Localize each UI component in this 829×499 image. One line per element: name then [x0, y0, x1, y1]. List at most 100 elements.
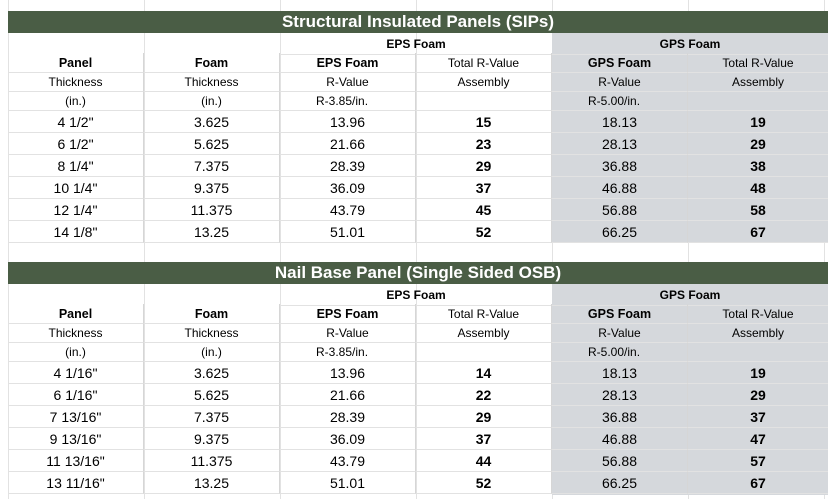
panel-thickness: 12 1/4" — [8, 199, 144, 221]
foam-thickness: 13.25 — [144, 221, 280, 243]
panel-thickness: 9 13/16" — [8, 428, 144, 450]
header-cell: Panel — [8, 53, 144, 73]
gps-total-r-value: 37 — [688, 406, 828, 428]
eps-r-value: 21.66 — [280, 384, 416, 406]
foam-thickness: 13.25 — [144, 472, 280, 494]
header-cell: Foam — [144, 53, 280, 73]
gps-total-r-value: 38 — [688, 155, 828, 177]
eps-r-value: 21.66 — [280, 133, 416, 155]
header-row-3: (in.) (in.) R-3.85/in. R-5.00/in. — [8, 343, 828, 362]
gps-r-value: 56.88 — [552, 199, 688, 221]
foam-thickness: 9.375 — [144, 428, 280, 450]
eps-total-r-value: 23 — [416, 133, 552, 155]
gps-total-r-value: 58 — [688, 199, 828, 221]
gps-total-r-value: 48 — [688, 177, 828, 199]
eps-total-r-value: 37 — [416, 428, 552, 450]
eps-total-r-value: 37 — [416, 177, 552, 199]
header-cell: EPS Foam — [280, 304, 416, 324]
header-row-2: Thickness Thickness R-Value Assembly R-V… — [8, 324, 828, 343]
header-cell — [688, 343, 828, 362]
gps-total-r-value: 19 — [688, 111, 828, 133]
eps-total-r-value: 44 — [416, 450, 552, 472]
eps-r-value: 51.01 — [280, 221, 416, 243]
panel-thickness: 4 1/2" — [8, 111, 144, 133]
gps-group-label: GPS Foam — [552, 284, 828, 306]
gps-total-r-value: 67 — [688, 221, 828, 243]
foam-thickness: 5.625 — [144, 133, 280, 155]
eps-r-value: 43.79 — [280, 450, 416, 472]
panel-thickness: 6 1/2" — [8, 133, 144, 155]
eps-total-r-value: 29 — [416, 155, 552, 177]
gps-total-r-value: 47 — [688, 428, 828, 450]
header-cell: (in.) — [144, 92, 280, 111]
eps-total-r-value: 52 — [416, 221, 552, 243]
panel-thickness: 11 13/16" — [8, 450, 144, 472]
header-cell: Thickness — [144, 73, 280, 92]
eps-total-r-value: 22 — [416, 384, 552, 406]
gps-r-value: 36.88 — [552, 406, 688, 428]
table-row: 12 1/4" 11.375 43.79 45 56.88 58 — [8, 199, 828, 221]
foam-thickness: 3.625 — [144, 111, 280, 133]
header-cell: Thickness — [144, 324, 280, 343]
gps-total-r-value: 19 — [688, 362, 828, 384]
gps-r-value: 28.13 — [552, 133, 688, 155]
header-cell: Assembly — [688, 73, 828, 92]
header-cell: R-5.00/in. — [552, 343, 688, 362]
eps-r-value: 51.01 — [280, 472, 416, 494]
header-cell: Assembly — [416, 324, 552, 343]
header-row-2: Thickness Thickness R-Value Assembly R-V… — [8, 73, 828, 92]
table-row: 9 13/16" 9.375 36.09 37 46.88 47 — [8, 428, 828, 450]
table-row: 6 1/16" 5.625 21.66 22 28.13 29 — [8, 384, 828, 406]
header-cell — [688, 92, 828, 111]
gps-r-value: 18.13 — [552, 111, 688, 133]
gps-group-label: GPS Foam — [552, 33, 828, 55]
foam-thickness: 7.375 — [144, 406, 280, 428]
gps-shaded-region — [552, 284, 828, 495]
eps-r-value: 28.39 — [280, 406, 416, 428]
gps-total-r-value: 29 — [688, 133, 828, 155]
sips-table: Structural Insulated Panels (SIPs) EPS F… — [8, 11, 828, 243]
eps-total-r-value: 15 — [416, 111, 552, 133]
panel-thickness: 8 1/4" — [8, 155, 144, 177]
nailbase-table: Nail Base Panel (Single Sided OSB) EPS F… — [8, 262, 828, 495]
eps-r-value: 13.96 — [280, 362, 416, 384]
panel-thickness: 13 11/16" — [8, 472, 144, 494]
table-row: 8 1/4" 7.375 28.39 29 36.88 38 — [8, 155, 828, 177]
table-row: 13 11/16" 13.25 51.01 52 66.25 67 — [8, 472, 828, 494]
header-cell: Total R-Value — [416, 53, 552, 73]
gps-shaded-region — [552, 33, 828, 242]
eps-r-value: 36.09 — [280, 177, 416, 199]
header-cell: (in.) — [144, 343, 280, 362]
panel-thickness: 6 1/16" — [8, 384, 144, 406]
gps-r-value: 66.25 — [552, 472, 688, 494]
header-cell: R-3.85/in. — [280, 343, 416, 362]
eps-total-r-value: 45 — [416, 199, 552, 221]
header-cell: GPS Foam — [552, 304, 688, 324]
gps-total-r-value: 29 — [688, 384, 828, 406]
eps-r-value: 13.96 — [280, 111, 416, 133]
header-cell: R-Value — [280, 324, 416, 343]
header-cell: Assembly — [688, 324, 828, 343]
eps-total-r-value: 52 — [416, 472, 552, 494]
eps-total-r-value: 14 — [416, 362, 552, 384]
table-row: 7 13/16" 7.375 28.39 29 36.88 37 — [8, 406, 828, 428]
header-cell: Thickness — [8, 324, 144, 343]
table-row: 6 1/2" 5.625 21.66 23 28.13 29 — [8, 133, 828, 155]
header-cell: R-Value — [280, 73, 416, 92]
gps-total-r-value: 67 — [688, 472, 828, 494]
header-cell: Total R-Value — [688, 304, 828, 324]
foam-thickness: 7.375 — [144, 155, 280, 177]
eps-total-r-value: 29 — [416, 406, 552, 428]
eps-group-label: EPS Foam — [280, 284, 552, 306]
table-row: 10 1/4" 9.375 36.09 37 46.88 48 — [8, 177, 828, 199]
header-cell: Total R-Value — [416, 304, 552, 324]
foam-thickness: 5.625 — [144, 384, 280, 406]
eps-r-value: 36.09 — [280, 428, 416, 450]
eps-r-value: 43.79 — [280, 199, 416, 221]
table-row: 4 1/2" 3.625 13.96 15 18.13 19 — [8, 111, 828, 133]
panel-thickness: 7 13/16" — [8, 406, 144, 428]
header-cell: EPS Foam — [280, 53, 416, 73]
header-cell: (in.) — [8, 343, 144, 362]
foam-thickness: 11.375 — [144, 199, 280, 221]
header-row-1: Panel Foam EPS Foam Total R-Value GPS Fo… — [8, 304, 828, 324]
